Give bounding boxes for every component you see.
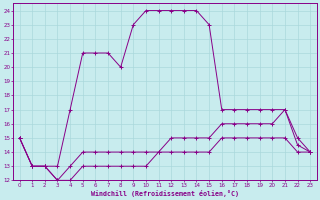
X-axis label: Windchill (Refroidissement éolien,°C): Windchill (Refroidissement éolien,°C) bbox=[91, 190, 239, 197]
